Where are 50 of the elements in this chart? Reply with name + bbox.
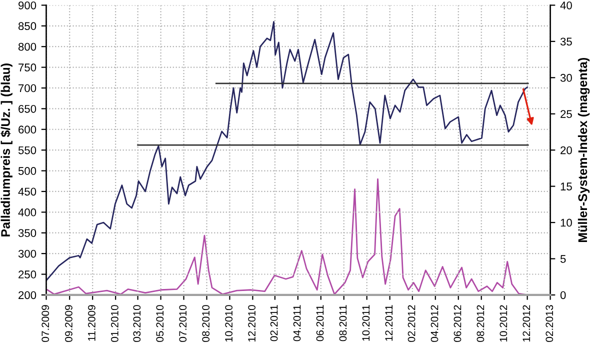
- y-tick-label: 400: [18, 208, 36, 216]
- y2-tick-label: 35: [560, 38, 572, 46]
- y-tick-label: 200: [18, 291, 36, 300]
- x-tick-label: 10.2010: [225, 305, 233, 342]
- y2-axis-title: Müller-System-Index (magenta): [578, 58, 590, 242]
- y2-tick-label: 10: [560, 218, 572, 227]
- y-tick-label: 500: [18, 167, 36, 175]
- x-tick-label: 05.2010: [156, 305, 164, 342]
- x-tick-label: 04.2011: [293, 305, 301, 342]
- x-tick-label: 02.2013: [546, 305, 554, 342]
- y-axis-title: Palladiumpreis [ $/Uz. ] (blau): [0, 64, 12, 236]
- y2-tick-label: 25: [560, 110, 572, 118]
- line-series: [46, 21, 528, 282]
- x-tick-label: 08.2012: [476, 305, 484, 342]
- x-tick-label: 08.2010: [202, 305, 210, 342]
- x-tick-label: 10.2012: [500, 305, 508, 342]
- y2-tick-label: 5: [560, 255, 566, 263]
- x-tick-label: 12.2012: [522, 305, 530, 342]
- x-tick-label: 07.2010: [179, 305, 187, 342]
- x-tick-label: 12.2010: [248, 305, 256, 342]
- y-tick-label: 900: [18, 1, 36, 10]
- y2-tick-label: 0: [560, 291, 566, 300]
- x-tick-label: 03.2010: [133, 305, 141, 342]
- y2-tick-label: 30: [560, 74, 572, 82]
- x-tick-label: 08.2011: [339, 305, 347, 342]
- y2-tick-label: 40: [560, 1, 572, 10]
- y-tick-label: 850: [18, 22, 36, 30]
- y-tick-label: 250: [18, 270, 36, 278]
- x-tick-label: 10.2011: [362, 305, 370, 341]
- x-tick-label: 02.2012: [408, 305, 416, 342]
- y-tick-label: 300: [18, 250, 36, 258]
- x-tick-label: 02.2011: [270, 305, 278, 342]
- x-tick-label: 12.2011: [385, 305, 393, 341]
- x-tick-label: 06.2012: [454, 305, 462, 342]
- y-tick-label: 650: [18, 104, 36, 113]
- y-tick-label: 750: [18, 64, 36, 72]
- x-tick-label: 11.2009: [88, 305, 96, 341]
- y2-tick-label: 20: [560, 146, 572, 154]
- x-tick-label: 01.2010: [110, 305, 118, 342]
- y-tick-label: 700: [18, 84, 36, 92]
- x-tick-label: 07.2009: [42, 305, 50, 342]
- y-tick-label: 550: [18, 146, 36, 154]
- y-tick-label: 800: [18, 42, 36, 51]
- x-tick-label: 09.2009: [65, 305, 72, 342]
- y-tick-label: 600: [18, 126, 36, 134]
- y-tick-label: 350: [18, 229, 36, 237]
- y-tick-label: 450: [18, 188, 36, 196]
- y2-tick-label: 15: [560, 182, 572, 190]
- x-tick-label: 04.2012: [430, 305, 438, 342]
- x-tick-label: 06.2011: [316, 305, 324, 342]
